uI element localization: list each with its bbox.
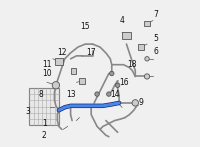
Bar [29, 88, 59, 125]
Text: 8: 8 [39, 90, 44, 99]
Text: 11: 11 [42, 60, 52, 69]
Bar [138, 45, 144, 50]
Circle shape [52, 82, 60, 89]
Bar [122, 32, 131, 39]
Text: 9: 9 [139, 98, 144, 107]
Text: 18: 18 [128, 60, 137, 69]
Circle shape [110, 71, 114, 76]
Text: 14: 14 [110, 90, 120, 99]
Text: 12: 12 [57, 48, 67, 57]
Text: 4: 4 [120, 16, 124, 25]
Circle shape [145, 57, 149, 61]
Bar [55, 58, 63, 65]
Bar [79, 78, 85, 84]
Text: 5: 5 [153, 34, 158, 43]
Circle shape [95, 92, 99, 96]
Bar [71, 68, 76, 74]
Circle shape [115, 83, 120, 87]
Text: 1: 1 [42, 119, 47, 128]
Bar [144, 21, 150, 26]
Text: 3: 3 [26, 107, 30, 116]
Circle shape [144, 74, 150, 79]
Text: 2: 2 [42, 131, 47, 140]
Text: 16: 16 [119, 78, 128, 87]
Text: 7: 7 [153, 10, 158, 19]
Text: 17: 17 [86, 48, 96, 57]
Text: 13: 13 [66, 90, 75, 99]
Text: 15: 15 [80, 22, 90, 31]
Text: 10: 10 [42, 69, 52, 78]
Circle shape [107, 92, 111, 96]
Circle shape [132, 100, 139, 106]
Text: 6: 6 [153, 47, 158, 56]
